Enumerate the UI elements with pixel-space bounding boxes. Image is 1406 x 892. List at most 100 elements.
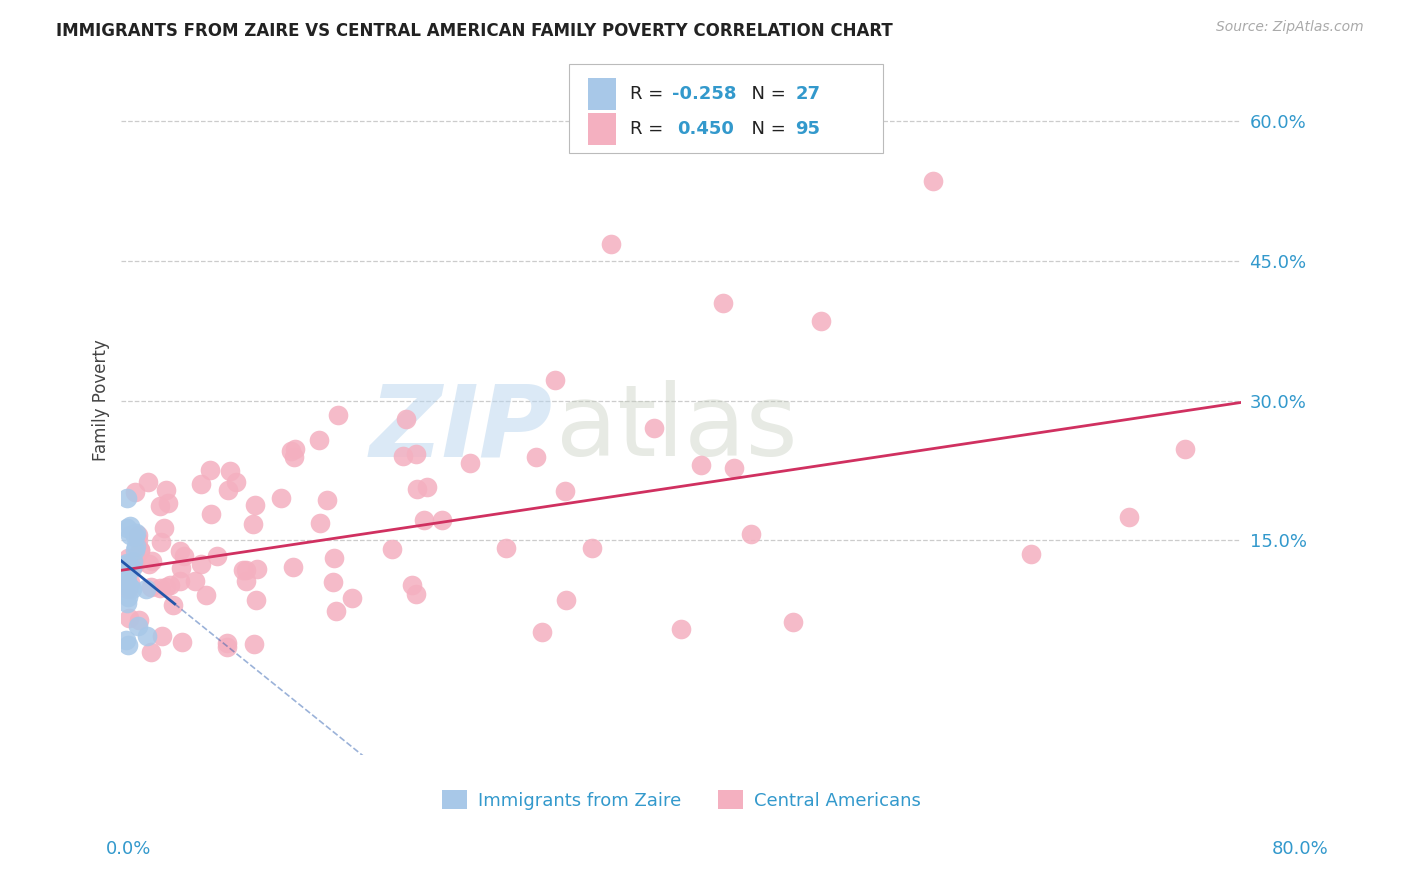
Point: [141, 645, 163, 659]
Point: [118, 528, 141, 542]
Point: [245, 593, 267, 607]
Text: 0.0%: 0.0%: [105, 840, 150, 858]
Text: 27: 27: [796, 85, 821, 103]
Point: [1118, 510, 1140, 524]
Point: [1174, 442, 1197, 456]
Point: [194, 588, 217, 602]
Point: [270, 491, 292, 505]
Point: [643, 421, 665, 435]
Point: [671, 622, 693, 636]
Point: [395, 412, 418, 426]
Point: [115, 574, 138, 589]
Point: [170, 561, 193, 575]
Point: [127, 528, 149, 542]
Point: [205, 549, 228, 563]
Point: [531, 625, 554, 640]
Point: [127, 533, 149, 548]
Point: [323, 551, 346, 566]
Point: [169, 543, 191, 558]
Point: [243, 637, 266, 651]
Point: [215, 636, 238, 650]
Point: [162, 598, 184, 612]
Point: [114, 569, 136, 583]
Point: [117, 582, 139, 596]
Point: [115, 556, 138, 570]
Point: [283, 450, 305, 465]
Point: [381, 541, 404, 556]
Point: [401, 578, 423, 592]
Point: [149, 499, 172, 513]
Point: [121, 561, 143, 575]
Point: [217, 483, 239, 497]
Point: [544, 373, 567, 387]
Point: [600, 236, 623, 251]
Point: [232, 563, 254, 577]
Point: [495, 541, 517, 555]
Point: [200, 507, 222, 521]
Point: [124, 485, 146, 500]
Point: [413, 512, 436, 526]
Point: [127, 619, 149, 633]
Point: [430, 513, 453, 527]
Text: 80.0%: 80.0%: [1272, 840, 1329, 858]
Text: -0.258: -0.258: [672, 85, 737, 103]
Point: [173, 549, 195, 564]
Point: [225, 475, 247, 489]
Text: R =: R =: [630, 85, 669, 103]
Point: [172, 635, 194, 649]
FancyBboxPatch shape: [569, 64, 883, 153]
Point: [128, 614, 150, 628]
Point: [157, 496, 180, 510]
Point: [322, 575, 344, 590]
Point: [810, 314, 832, 328]
Point: [115, 521, 138, 535]
Text: 0.450: 0.450: [676, 120, 734, 137]
Point: [405, 446, 427, 460]
Point: [117, 551, 139, 566]
Point: [139, 580, 162, 594]
Point: [118, 519, 141, 533]
Point: [284, 442, 307, 457]
Point: [554, 593, 576, 607]
Text: N =: N =: [740, 120, 792, 137]
Point: [690, 458, 713, 473]
Point: [215, 640, 238, 654]
Point: [150, 534, 173, 549]
Bar: [588, 112, 616, 145]
Point: [711, 295, 734, 310]
Point: [115, 596, 138, 610]
Point: [184, 574, 207, 588]
Point: [325, 604, 347, 618]
Point: [245, 498, 267, 512]
Point: [124, 557, 146, 571]
Point: [141, 554, 163, 568]
Point: [112, 558, 135, 573]
Point: [280, 444, 302, 458]
Point: [235, 563, 257, 577]
Legend: Immigrants from Zaire, Central Americans: Immigrants from Zaire, Central Americans: [434, 783, 928, 817]
Point: [114, 633, 136, 648]
Point: [281, 560, 304, 574]
Point: [415, 480, 437, 494]
Point: [155, 483, 177, 497]
Point: [155, 580, 177, 594]
Point: [111, 578, 134, 592]
Point: [118, 574, 141, 589]
Point: [159, 577, 181, 591]
Text: ZIP: ZIP: [370, 380, 553, 477]
Point: [246, 562, 269, 576]
Point: [129, 542, 152, 557]
Point: [169, 574, 191, 588]
Point: [117, 578, 139, 592]
Text: atlas: atlas: [555, 380, 797, 477]
Point: [135, 582, 157, 597]
Point: [740, 527, 762, 541]
Point: [328, 408, 350, 422]
Point: [115, 571, 138, 585]
Point: [554, 484, 576, 499]
Y-axis label: Family Poverty: Family Poverty: [93, 340, 110, 461]
Point: [135, 628, 157, 642]
Point: [125, 526, 148, 541]
Point: [782, 615, 804, 630]
Point: [115, 491, 138, 506]
